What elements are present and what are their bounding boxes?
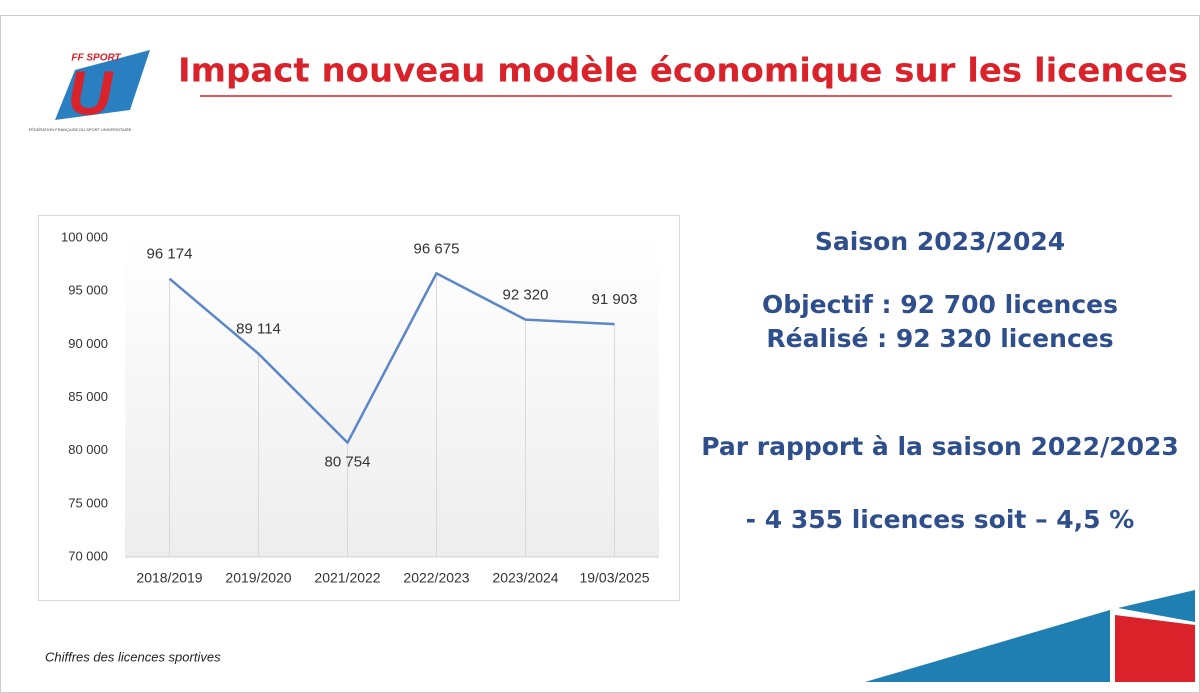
x-tick-label: 2018/2019 bbox=[136, 570, 202, 586]
objective: Objectif : 92 700 licences bbox=[762, 290, 1118, 319]
data-label: 89 114 bbox=[236, 321, 281, 338]
plot-background bbox=[125, 238, 659, 557]
achieved: Réalisé : 92 320 licences bbox=[766, 324, 1113, 353]
y-tick-label: 100 000 bbox=[61, 229, 108, 244]
data-label: 91 903 bbox=[592, 291, 638, 308]
decor-blue-top bbox=[1118, 590, 1195, 622]
data-label: 92 320 bbox=[503, 287, 549, 304]
logo-caption: FÉDÉRATION FRANÇAISE DU SPORT UNIVERSITA… bbox=[29, 127, 132, 132]
chart: 70 000 75 000 80 000 85 000 90 000 95 000 100 … bbox=[61, 229, 659, 586]
y-tick-label: 70 000 bbox=[68, 548, 108, 563]
logo: U FF SPORT FÉDÉRATION FRANÇAISE DU SPORT… bbox=[29, 50, 150, 132]
logo-shape bbox=[55, 50, 150, 120]
difference: - 4 355 licences soit – 4,5 % bbox=[746, 505, 1135, 534]
data-label: 96 675 bbox=[414, 240, 460, 257]
line-series bbox=[168, 272, 615, 444]
y-tick-label: 95 000 bbox=[68, 283, 108, 298]
season-heading: Saison 2023/2024 bbox=[815, 227, 1065, 256]
comparison: Par rapport à la saison 2022/2023 bbox=[701, 432, 1179, 461]
footnote: Chiffres des licences sportives bbox=[45, 649, 221, 664]
decor-blue bbox=[865, 610, 1110, 682]
y-tick-label: 75 000 bbox=[68, 495, 108, 510]
x-tick-label: 2021/2022 bbox=[314, 570, 380, 586]
data-label: 96 174 bbox=[147, 246, 193, 263]
x-tick-label: 19/03/2025 bbox=[579, 570, 649, 586]
decor-red bbox=[1115, 615, 1195, 682]
x-tick-label: 2019/2020 bbox=[225, 570, 291, 586]
x-tick-label: 2023/2024 bbox=[492, 570, 558, 586]
slide-title: Impact nouveau modèle économique sur les… bbox=[178, 51, 1188, 90]
logo-top: FF SPORT bbox=[71, 53, 121, 64]
y-tick-label: 90 000 bbox=[68, 336, 108, 351]
x-tick-label: 2022/2023 bbox=[403, 570, 469, 586]
y-tick-label: 85 000 bbox=[68, 389, 108, 404]
data-label: 80 754 bbox=[325, 454, 371, 471]
y-tick-label: 80 000 bbox=[68, 442, 108, 457]
logo-letter: U bbox=[68, 59, 115, 128]
